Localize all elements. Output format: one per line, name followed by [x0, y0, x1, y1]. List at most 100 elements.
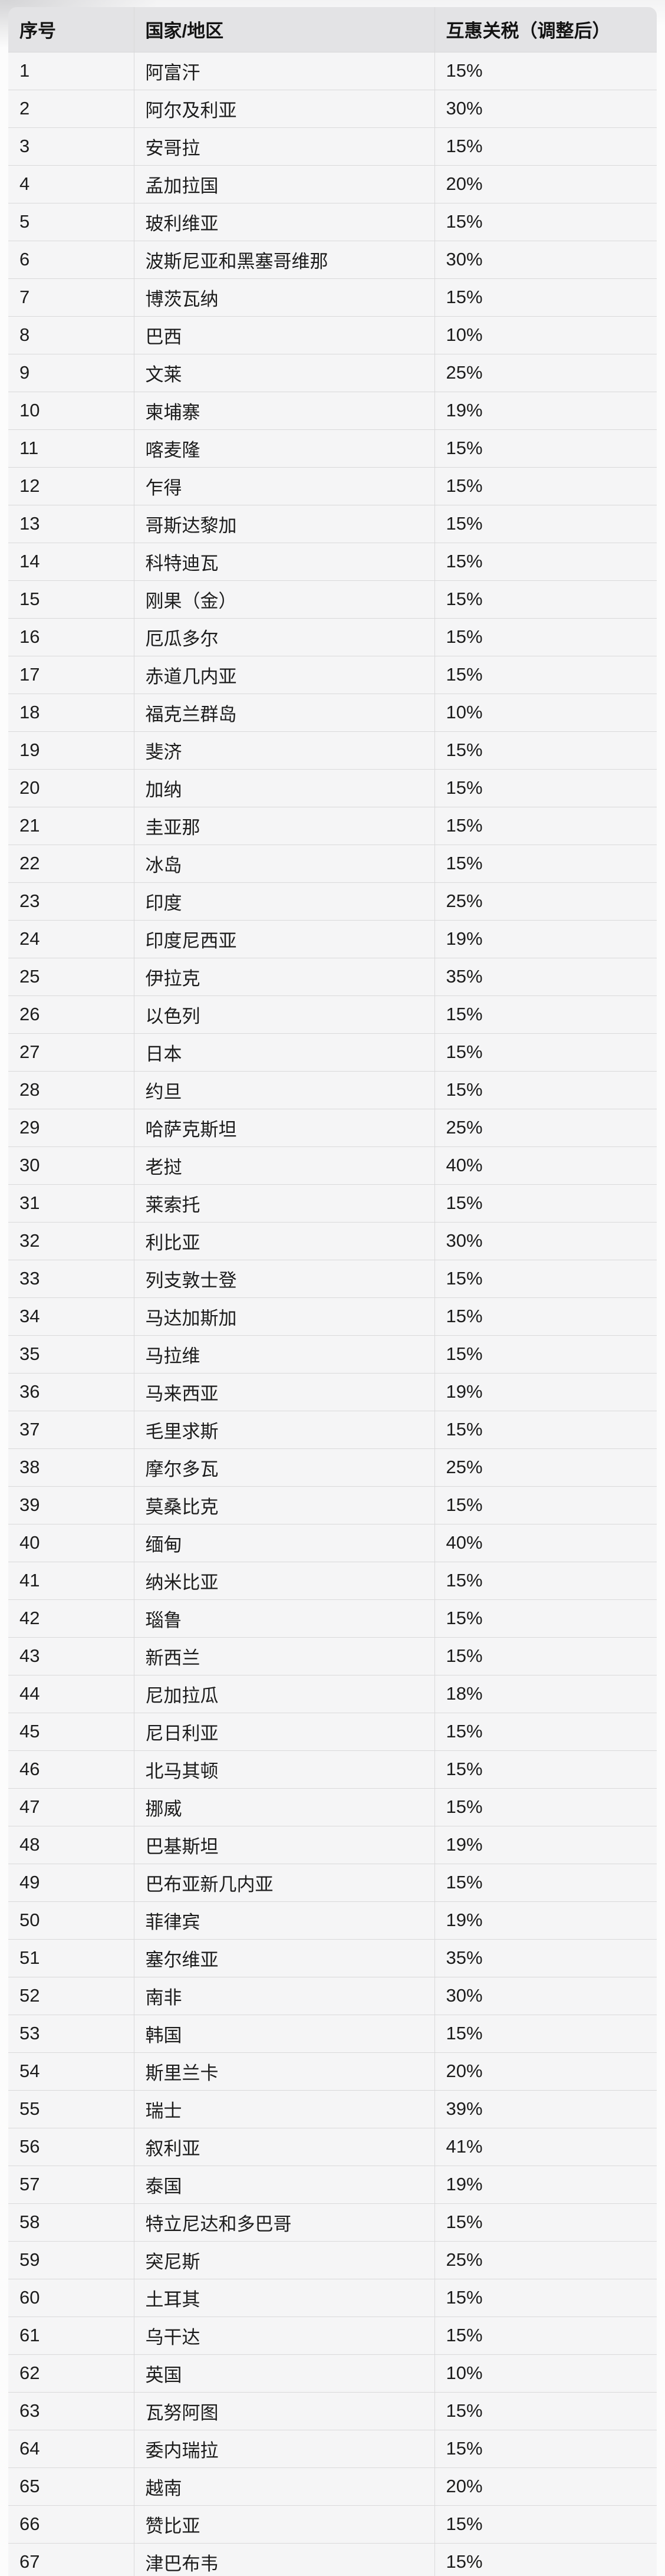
cell-index: 29 — [8, 1108, 134, 1147]
cell-country: 纳米比亚 — [133, 1561, 435, 1600]
cell-country: 冰岛 — [133, 844, 435, 883]
cell-tariff: 15% — [434, 542, 657, 581]
cell-tariff: 20% — [434, 165, 657, 203]
cell-country: 乍得 — [133, 466, 435, 505]
table-row: 8 巴西 10% — [8, 316, 657, 354]
cell-country: 乌干达 — [133, 2316, 435, 2355]
cell-tariff: 15% — [434, 1561, 657, 1600]
cell-tariff: 15% — [434, 806, 657, 845]
cell-index: 24 — [8, 919, 134, 958]
col-header-tariff: 互惠关税（调整后） — [434, 7, 657, 52]
cell-index: 16 — [8, 617, 134, 656]
cell-country: 日本 — [133, 1033, 435, 1072]
cell-country: 印度尼西亚 — [133, 919, 435, 958]
cell-tariff: 15% — [434, 1750, 657, 1789]
cell-tariff: 15% — [434, 2278, 657, 2317]
cell-index: 51 — [8, 1938, 134, 1977]
cell-tariff: 39% — [434, 2089, 657, 2128]
table-row: 25 伊拉克 35% — [8, 957, 657, 996]
cell-tariff: 15% — [434, 1863, 657, 1902]
cell-country: 马来西亚 — [133, 1372, 435, 1411]
cell-tariff: 30% — [434, 1221, 657, 1260]
cell-index: 30 — [8, 1146, 134, 1185]
table-row: 14 科特迪瓦 15% — [8, 542, 657, 581]
table-row: 64 委内瑞拉 15% — [8, 2429, 657, 2468]
table-row: 65 越南 20% — [8, 2467, 657, 2506]
cell-country: 叙利亚 — [133, 2127, 435, 2166]
cell-index: 55 — [8, 2089, 134, 2128]
table-row: 49 巴布亚新几内亚 15% — [8, 1863, 657, 1902]
table-row: 62 英国 10% — [8, 2354, 657, 2393]
cell-country: 摩尔多瓦 — [133, 1448, 435, 1487]
col-header-index: 序号 — [8, 7, 134, 52]
cell-country: 尼日利亚 — [133, 1712, 435, 1751]
table-row: 4 孟加拉国 20% — [8, 165, 657, 203]
cell-country: 玻利维亚 — [133, 202, 435, 241]
cell-tariff: 20% — [434, 2467, 657, 2506]
cell-index: 28 — [8, 1070, 134, 1109]
table-row: 9 文莱 25% — [8, 353, 657, 392]
cell-index: 13 — [8, 504, 134, 543]
cell-country: 安哥拉 — [133, 127, 435, 166]
table-row: 34 马达加斯加 15% — [8, 1297, 657, 1336]
table-row: 51 塞尔维亚 35% — [8, 1938, 657, 1977]
cell-index: 26 — [8, 995, 134, 1034]
cell-tariff: 15% — [434, 2203, 657, 2242]
cell-tariff: 15% — [434, 655, 657, 694]
cell-tariff: 25% — [434, 353, 657, 392]
cell-country: 老挝 — [133, 1146, 435, 1185]
cell-tariff: 15% — [434, 1788, 657, 1826]
cell-index: 6 — [8, 240, 134, 279]
cell-index: 46 — [8, 1750, 134, 1789]
cell-tariff: 19% — [434, 1825, 657, 1864]
table-row: 28 约旦 15% — [8, 1070, 657, 1109]
cell-tariff: 15% — [434, 429, 657, 468]
cell-country: 挪威 — [133, 1788, 435, 1826]
cell-country: 瑙鲁 — [133, 1599, 435, 1638]
cell-index: 57 — [8, 2165, 134, 2204]
cell-tariff: 15% — [434, 1297, 657, 1336]
table-row: 27 日本 15% — [8, 1033, 657, 1072]
cell-tariff: 25% — [434, 882, 657, 921]
cell-tariff: 40% — [434, 1523, 657, 1562]
cell-index: 53 — [8, 2014, 134, 2053]
table-row: 53 韩国 15% — [8, 2014, 657, 2053]
cell-index: 39 — [8, 1486, 134, 1524]
table-row: 55 瑞士 39% — [8, 2089, 657, 2128]
cell-index: 8 — [8, 316, 134, 354]
cell-tariff: 19% — [434, 1901, 657, 1940]
cell-index: 41 — [8, 1561, 134, 1600]
cell-tariff: 15% — [434, 504, 657, 543]
cell-index: 10 — [8, 391, 134, 430]
table-row: 48 巴基斯坦 19% — [8, 1825, 657, 1864]
cell-index: 63 — [8, 2391, 134, 2430]
cell-index: 61 — [8, 2316, 134, 2355]
table-row: 61 乌干达 15% — [8, 2316, 657, 2355]
table-row: 38 摩尔多瓦 25% — [8, 1448, 657, 1487]
cell-tariff: 19% — [434, 919, 657, 958]
cell-index: 32 — [8, 1221, 134, 1260]
cell-index: 1 — [8, 51, 134, 90]
cell-index: 18 — [8, 693, 134, 732]
table-row: 26 以色列 15% — [8, 995, 657, 1034]
cell-tariff: 15% — [434, 466, 657, 505]
table-row: 30 老挝 40% — [8, 1146, 657, 1185]
tariff-table-body: 1 阿富汗 15% 2 阿尔及利亚 30% 3 安哥拉 15% 4 孟加拉国 20% 5 玻利维亚 15% 6… — [8, 51, 657, 2576]
cell-country: 以色列 — [133, 995, 435, 1034]
cell-country: 阿富汗 — [133, 51, 435, 90]
table-row: 63 瓦努阿图 15% — [8, 2391, 657, 2430]
header-row: 序号 国家/地区 互惠关税（调整后） — [8, 7, 657, 52]
cell-country: 菲律宾 — [133, 1901, 435, 1940]
cell-tariff: 10% — [434, 2354, 657, 2393]
cell-country: 哥斯达黎加 — [133, 504, 435, 543]
tariff-table: 序号 国家/地区 互惠关税（调整后） 1 阿富汗 15% 2 阿尔及利亚 30% 3 安哥拉 1… — [8, 7, 657, 2576]
cell-index: 67 — [8, 2542, 134, 2576]
cell-country: 加纳 — [133, 768, 435, 807]
cell-tariff: 19% — [434, 2165, 657, 2204]
cell-tariff: 15% — [434, 1637, 657, 1675]
cell-country: 马拉维 — [133, 1335, 435, 1374]
cell-tariff: 15% — [434, 2316, 657, 2355]
table-row: 56 叙利亚 41% — [8, 2127, 657, 2166]
cell-country: 津巴布韦 — [133, 2542, 435, 2576]
cell-index: 4 — [8, 165, 134, 203]
